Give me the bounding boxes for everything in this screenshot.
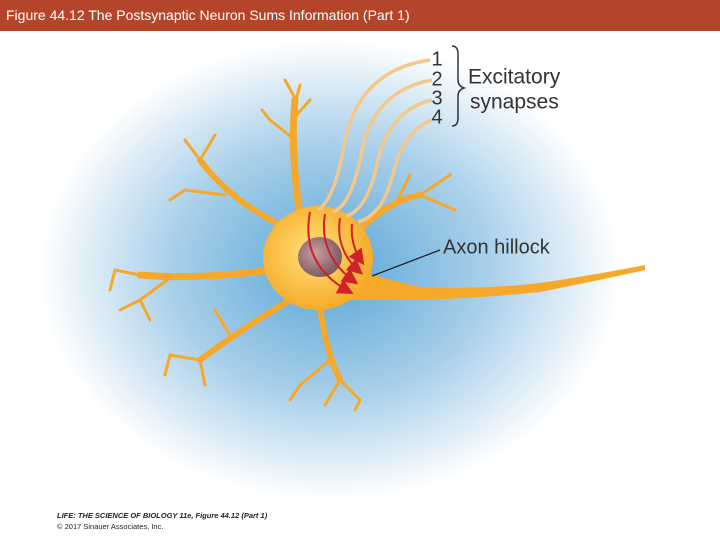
nucleus [298,237,342,277]
synapse-number: 4 [431,106,442,128]
neuron-diagram: 1 2 3 4 Excitatory synapses Axon hillock… [40,40,645,531]
brace [451,45,467,127]
synapse-label: synapses [470,91,559,114]
axon-label: Axon hillock [443,236,551,258]
dendrites [108,78,457,412]
synapse-number: 3 [431,87,442,109]
axon [350,265,645,300]
leader-line [371,249,441,277]
synapse-label: Excitatory [468,66,561,89]
synapse-number: 1 [431,48,442,70]
footer-source: LIFE: THE SCIENCE OF BIOLOGY 11e, Figure… [57,511,268,520]
slide-title: Figure 44.12 The Postsynaptic Neuron Sum… [0,0,720,31]
footer-copyright: © 2017 Sinauer Associates, Inc. [57,522,163,531]
signal-arrows [307,211,365,294]
presynaptic-axons [316,58,433,224]
synapse-number: 2 [431,68,442,90]
